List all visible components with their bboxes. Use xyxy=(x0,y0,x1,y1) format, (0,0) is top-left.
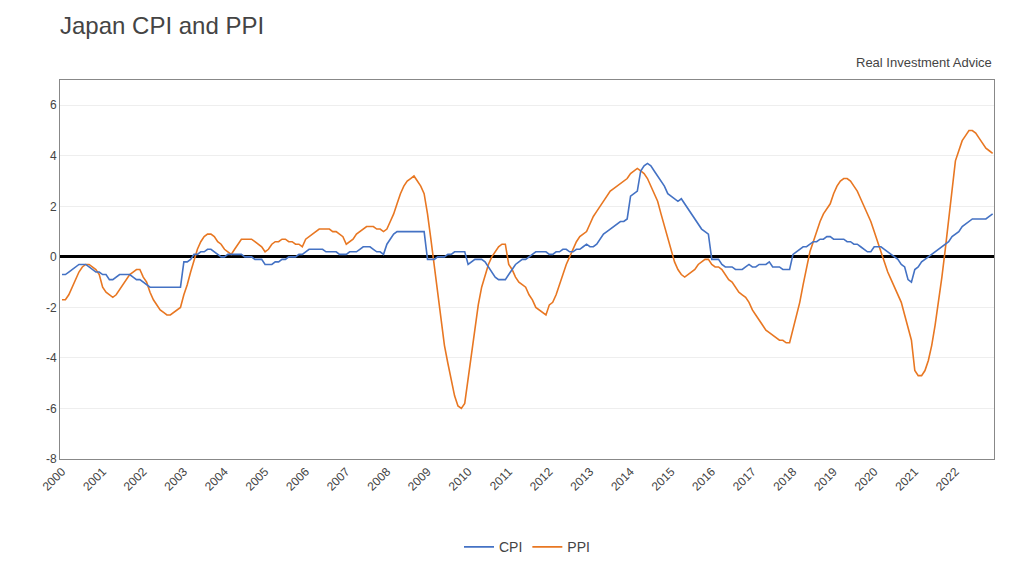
svg-text:-4: -4 xyxy=(46,351,57,365)
svg-text:2019: 2019 xyxy=(811,465,840,494)
svg-text:2010: 2010 xyxy=(446,465,475,494)
svg-text:Real Investment Advice: Real Investment Advice xyxy=(856,55,992,70)
svg-text:2014: 2014 xyxy=(608,465,637,494)
svg-text:0: 0 xyxy=(50,250,57,264)
svg-text:2020: 2020 xyxy=(852,465,881,494)
svg-text:2001: 2001 xyxy=(80,465,109,494)
svg-text:2003: 2003 xyxy=(161,465,190,494)
svg-text:2017: 2017 xyxy=(730,465,759,494)
svg-text:2011: 2011 xyxy=(487,465,515,493)
svg-text:2013: 2013 xyxy=(568,465,597,494)
svg-text:2018: 2018 xyxy=(771,465,800,494)
svg-text:2006: 2006 xyxy=(283,465,312,494)
svg-text:PPI: PPI xyxy=(567,539,590,555)
svg-text:2007: 2007 xyxy=(324,465,353,494)
svg-text:Japan CPI and PPI: Japan CPI and PPI xyxy=(60,12,264,39)
svg-text:2008: 2008 xyxy=(364,465,393,494)
svg-text:2021: 2021 xyxy=(892,465,921,494)
svg-text:6: 6 xyxy=(50,98,57,112)
svg-text:2016: 2016 xyxy=(689,465,718,494)
svg-text:-2: -2 xyxy=(46,301,57,315)
svg-text:2004: 2004 xyxy=(202,465,231,494)
svg-text:2012: 2012 xyxy=(527,465,556,494)
svg-text:2: 2 xyxy=(50,200,57,214)
svg-text:2000: 2000 xyxy=(40,465,69,494)
svg-text:2005: 2005 xyxy=(243,465,272,494)
svg-text:2022: 2022 xyxy=(933,465,962,494)
svg-text:4: 4 xyxy=(50,149,57,163)
svg-text:2015: 2015 xyxy=(649,465,678,494)
svg-text:2002: 2002 xyxy=(121,465,150,494)
svg-text:-8: -8 xyxy=(46,452,57,466)
svg-text:2009: 2009 xyxy=(405,465,434,494)
svg-text:-6: -6 xyxy=(46,402,57,416)
svg-text:CPI: CPI xyxy=(499,539,522,555)
